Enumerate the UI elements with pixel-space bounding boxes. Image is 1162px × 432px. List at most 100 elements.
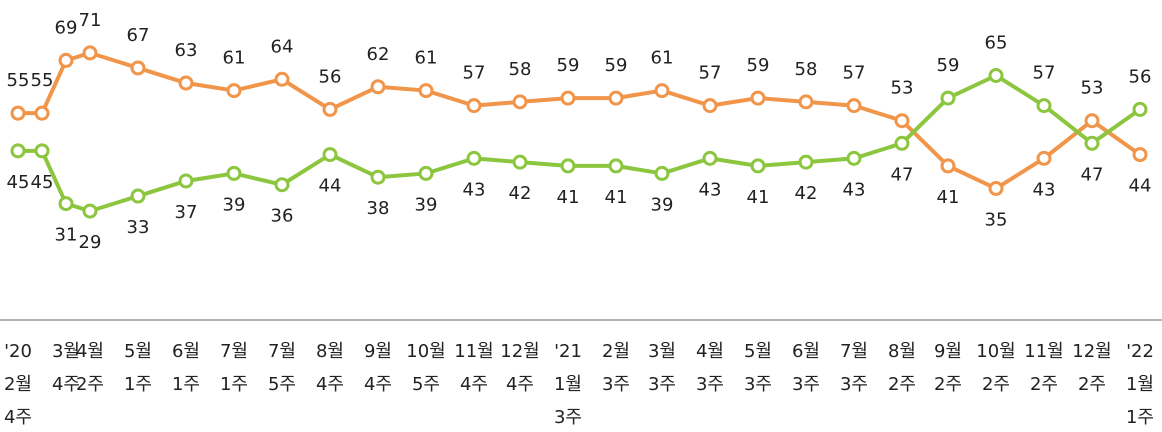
point <box>1036 150 1052 166</box>
data-label: 69 <box>55 17 78 38</box>
data-label: 35 <box>985 210 1008 231</box>
point <box>654 165 670 181</box>
point <box>1132 147 1148 163</box>
data-label: 61 <box>651 48 674 69</box>
data-label: 39 <box>651 194 674 215</box>
data-label: 61 <box>223 48 246 69</box>
point <box>1084 135 1100 151</box>
point <box>418 83 434 99</box>
x-tick-label: 12월 <box>1072 341 1111 362</box>
data-label: 63 <box>175 40 198 61</box>
data-label: 62 <box>367 44 390 65</box>
data-label: 67 <box>127 25 150 46</box>
x-tick-label: '21 <box>554 341 582 362</box>
data-label: 45 <box>31 172 54 193</box>
data-label: 57 <box>699 63 722 84</box>
x-tick-label: '20 <box>4 341 32 362</box>
point <box>1084 113 1100 129</box>
point <box>894 113 910 129</box>
point <box>988 68 1004 83</box>
x-tick-label: 2주 <box>76 374 104 395</box>
x-tick-label: 9월 <box>934 341 962 362</box>
data-label: 64 <box>271 36 294 57</box>
data-label: 55 <box>7 70 30 91</box>
point <box>894 135 910 151</box>
line <box>18 50 1142 191</box>
x-tick-label: 3주 <box>696 374 724 395</box>
point <box>608 158 624 174</box>
point <box>1036 98 1052 114</box>
data-label: 58 <box>795 59 818 80</box>
x-tick-label: 10월 <box>976 341 1015 362</box>
x-tick-label: 3월 <box>52 341 80 362</box>
x-tick-label: 4월 <box>76 341 104 362</box>
x-tick-label: 2주 <box>934 374 962 395</box>
point <box>322 101 338 117</box>
data-label: 43 <box>1033 179 1056 200</box>
data-label: 42 <box>795 183 818 204</box>
x-tick-label: 1월 <box>554 374 582 395</box>
x-tick-label: 8월 <box>888 341 916 362</box>
data-label: 59 <box>605 55 628 76</box>
data-label: 44 <box>319 176 342 197</box>
data-label: 57 <box>1033 63 1056 84</box>
x-tick-label: 8월 <box>316 341 344 362</box>
point <box>750 90 766 106</box>
data-label: 41 <box>557 187 580 208</box>
data-label: 47 <box>1081 164 1104 185</box>
x-tick-label: 12월 <box>500 341 539 362</box>
x-tick-label: 9월 <box>364 341 392 362</box>
data-label: 55 <box>31 70 54 91</box>
data-label: 31 <box>55 225 78 246</box>
point <box>370 169 386 185</box>
data-label: 61 <box>415 48 438 69</box>
point <box>940 158 956 174</box>
x-tick-label: 5월 <box>124 341 152 362</box>
data-label: 56 <box>319 66 342 87</box>
point <box>58 52 74 68</box>
point <box>798 154 814 170</box>
point <box>178 75 194 91</box>
point <box>418 165 434 181</box>
x-tick-label: 1월 <box>1126 374 1154 395</box>
x-tick-label: 3주 <box>792 374 820 395</box>
data-label: 56 <box>1129 66 1152 87</box>
x-tick-label: 1주 <box>220 374 248 395</box>
x-tick-label: 7월 <box>840 341 868 362</box>
x-tick-label: 2월 <box>602 341 630 362</box>
point <box>988 181 1004 196</box>
data-label: 43 <box>463 179 486 200</box>
data-label: 47 <box>891 164 914 185</box>
point <box>560 90 576 106</box>
line <box>18 73 1142 214</box>
data-label: 33 <box>127 217 150 238</box>
x-tick-label: 10월 <box>406 341 445 362</box>
x-tick-label: 2월 <box>4 374 32 395</box>
data-label: 53 <box>1081 78 1104 99</box>
point <box>82 203 98 219</box>
x-tick-label: 4주 <box>4 407 32 428</box>
data-label: 57 <box>463 63 486 84</box>
point <box>58 196 74 212</box>
x-tick-label: 2주 <box>982 374 1010 395</box>
x-tick-label: 3주 <box>648 374 676 395</box>
point <box>322 147 338 163</box>
data-label: 37 <box>175 202 198 223</box>
point <box>130 60 146 76</box>
point <box>10 143 26 159</box>
point <box>226 83 242 99</box>
data-label: 38 <box>367 198 390 219</box>
x-tick-label: 4주 <box>52 374 80 395</box>
x-tick-label: 11월 <box>454 341 493 362</box>
point <box>560 158 576 174</box>
x-tick-label: 3주 <box>602 374 630 395</box>
data-label: 41 <box>937 187 960 208</box>
point <box>846 98 862 114</box>
data-label: 44 <box>1129 176 1152 197</box>
point <box>10 105 26 121</box>
x-tick-label: 5월 <box>744 341 772 362</box>
x-tick-label: 4주 <box>364 374 392 395</box>
x-tick-label: 7월 <box>220 341 248 362</box>
point <box>750 158 766 174</box>
